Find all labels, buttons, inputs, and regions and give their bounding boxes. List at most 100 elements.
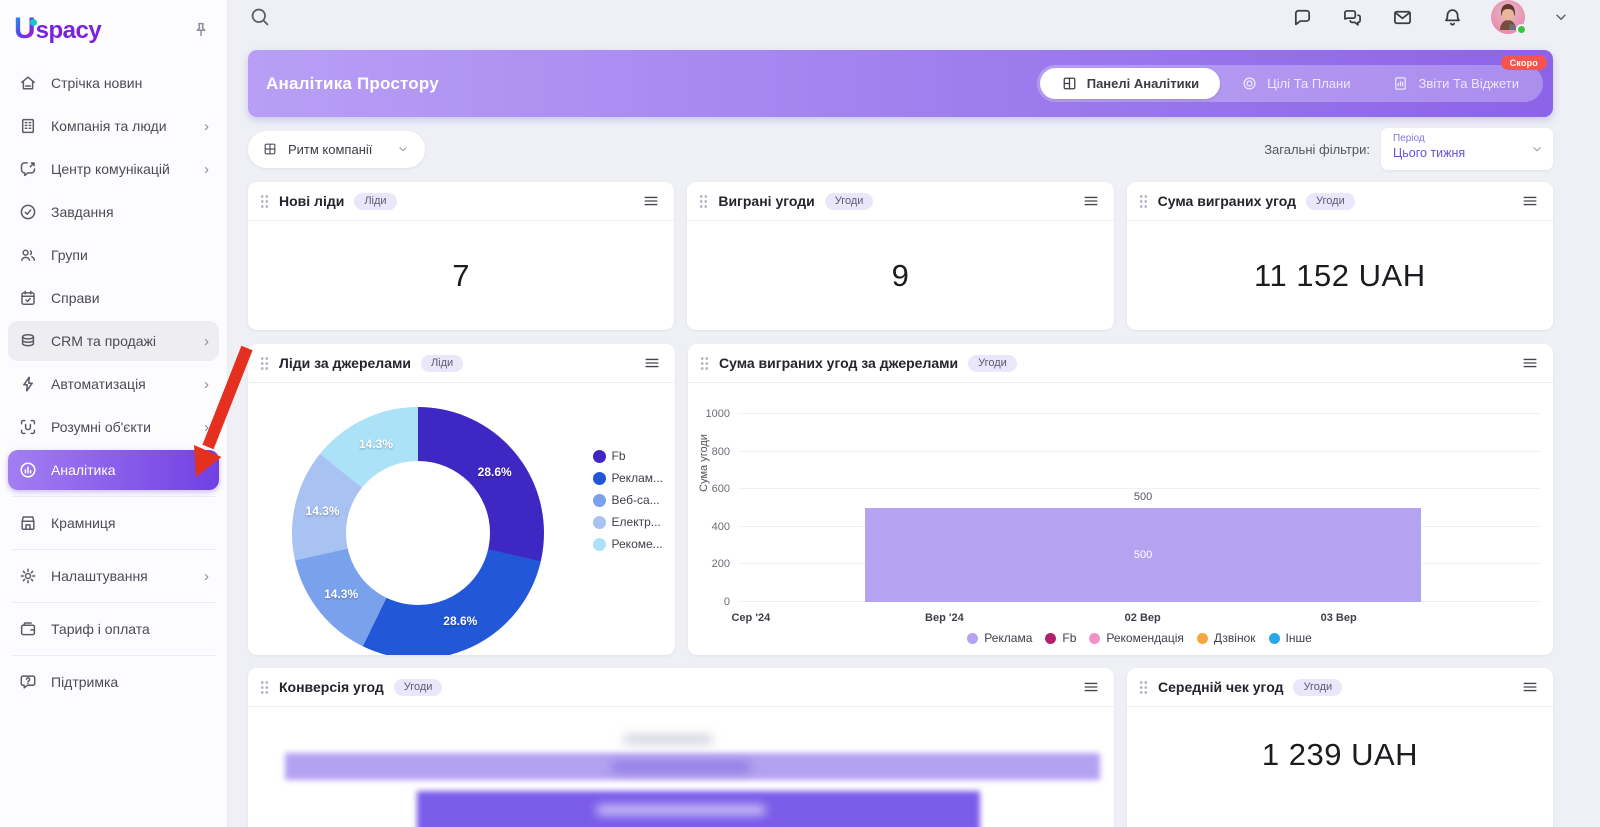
- card-menu-icon[interactable]: [1521, 354, 1539, 372]
- card-menu-icon[interactable]: [1521, 678, 1539, 696]
- legend-item[interactable]: Fb: [592, 449, 663, 463]
- sidebar-item-calendar-check[interactable]: Справи: [8, 278, 219, 318]
- x-tick-label: Сер '24: [731, 612, 771, 624]
- x-tick-label: 03 Вер: [1320, 612, 1357, 624]
- x-tick-label: Вер '24: [925, 612, 964, 624]
- bell-icon[interactable]: [1441, 6, 1464, 29]
- card-menu-icon[interactable]: [642, 192, 660, 210]
- drag-handle-icon[interactable]: [699, 194, 709, 208]
- legend-item[interactable]: Реклам...: [592, 471, 663, 485]
- sidebar-item-smart-objects[interactable]: Розумні об'єкти ›: [8, 407, 219, 447]
- drag-handle-icon[interactable]: [1138, 194, 1148, 208]
- legend-item[interactable]: Дзвінок: [1196, 631, 1256, 645]
- chevron-down-icon: [396, 142, 410, 156]
- home-icon: [18, 73, 38, 93]
- sidebar-item-comm[interactable]: Центр комунікацій ›: [8, 149, 219, 189]
- settings-icon: [18, 566, 38, 586]
- sidebar-divider: [12, 602, 215, 603]
- sidebar-item-billing[interactable]: Тариф і оплата: [8, 609, 219, 649]
- legend-dot: [592, 493, 606, 507]
- legend-item[interactable]: Електр...: [592, 515, 663, 529]
- soon-badge: Скоро: [1500, 55, 1547, 70]
- stats-row: Нові ліди Ліди 7 Виграні угоди Угоди 9: [248, 182, 1553, 330]
- legend-label: Fb: [611, 449, 626, 463]
- drag-handle-icon[interactable]: [260, 194, 269, 208]
- charts-row: Ліди за джерелами Ліди 28.6% 28.6% 14.3% 14…: [248, 344, 1553, 655]
- card-menu-icon[interactable]: [1521, 192, 1539, 210]
- sidebar-item-support[interactable]: Підтримка: [8, 662, 219, 702]
- chevron-right-icon: ›: [204, 332, 209, 350]
- card-menu-icon[interactable]: [1082, 192, 1100, 210]
- sidebar-divider: [12, 549, 215, 550]
- y-tick-label: 1000: [705, 408, 730, 420]
- drag-handle-icon[interactable]: [260, 356, 269, 370]
- chevron-down-icon[interactable]: [1552, 8, 1570, 26]
- mail-icon[interactable]: [1391, 6, 1414, 29]
- sidebar-item-analytics[interactable]: Аналітика: [8, 450, 219, 490]
- bottom-row: Конверсія угод Угоди Се: [248, 668, 1553, 827]
- gridline: [738, 450, 1541, 452]
- tab-panels[interactable]: Панелі Аналітики: [1039, 68, 1221, 99]
- sidebar-item-tasks[interactable]: Завдання: [8, 192, 219, 232]
- chats-icon[interactable]: [1341, 6, 1364, 29]
- chat-icon[interactable]: [1291, 6, 1314, 29]
- card-menu-icon[interactable]: [643, 354, 661, 372]
- card-title: Нові ліди: [279, 193, 345, 209]
- sidebar-item-home[interactable]: Стрічка новин: [8, 63, 219, 103]
- sidebar-nav: Стрічка новин Компанія та люди › Центр кому…: [0, 51, 227, 827]
- sidebar-item-label: Аналітика: [51, 462, 116, 478]
- card-title: Середній чек угод: [1158, 679, 1284, 695]
- drag-handle-icon[interactable]: [260, 680, 269, 694]
- legend-item[interactable]: Веб-са...: [592, 493, 663, 507]
- sidebar-item-label: Автоматизація: [51, 376, 146, 392]
- tab-target[interactable]: Цілі Та Плани: [1220, 68, 1371, 99]
- drag-handle-icon[interactable]: [1139, 680, 1148, 694]
- sidebar-item-automation[interactable]: Автоматизація ›: [8, 364, 219, 404]
- sidebar-item-settings[interactable]: Налаштування ›: [8, 556, 219, 596]
- sidebar-item-store[interactable]: Крамниця: [8, 503, 219, 543]
- bar-chart: 0 200 400 600 800 1000 Сума угоди Сер '24 Вер '2…: [688, 383, 1553, 655]
- dashboard-grid-icon: [262, 141, 278, 157]
- sidebar-item-label: Центр комунікацій: [51, 161, 170, 177]
- tab-label: Панелі Аналітики: [1086, 76, 1200, 91]
- sidebar-item-groups[interactable]: Групи: [8, 235, 219, 275]
- panels-icon: [1061, 75, 1078, 92]
- stat-value: 1 239 UAH: [1261, 737, 1419, 772]
- stat-value: 9: [891, 257, 910, 293]
- donut-slice-label: 14.3%: [305, 503, 340, 518]
- billing-icon: [18, 619, 38, 639]
- legend-item[interactable]: Рекомендація: [1089, 631, 1184, 645]
- store-icon: [18, 513, 38, 533]
- legend-item[interactable]: Реклама: [967, 631, 1032, 645]
- analytics-icon: [18, 460, 38, 480]
- drag-handle-icon[interactable]: [700, 356, 709, 370]
- sidebar-item-label: Стрічка новин: [51, 75, 143, 91]
- sidebar-item-label: Завдання: [51, 204, 114, 220]
- pin-sidebar-icon[interactable]: [191, 20, 211, 40]
- sidebar-item-building[interactable]: Компанія та люди ›: [8, 106, 219, 146]
- entity-badge: Угоди: [1306, 192, 1355, 210]
- chevron-right-icon: ›: [204, 567, 209, 585]
- bar-value-label: 500: [1133, 491, 1153, 503]
- card-menu-icon[interactable]: [1082, 678, 1100, 696]
- bar-inner-label: 500: [1133, 549, 1153, 561]
- tab-report[interactable]: Звіти Та Віджети: [1371, 68, 1540, 99]
- legend-item[interactable]: Інше: [1268, 631, 1312, 645]
- legend-item[interactable]: Fb: [1045, 631, 1076, 645]
- sidebar-item-crm[interactable]: CRM та продажі ›: [8, 321, 219, 361]
- topbar-icons: [1291, 0, 1570, 35]
- dashboard-selector[interactable]: Ритм компанії: [248, 130, 426, 168]
- donut-slice-label: 28.6%: [443, 614, 478, 629]
- period-select[interactable]: Період Цього тижня: [1381, 128, 1553, 170]
- smart-objects-icon: [18, 417, 38, 437]
- legend-item[interactable]: Рекоме...: [592, 537, 663, 551]
- analytics-banner: Аналітика Простору Панелі Аналітики Цілі …: [248, 50, 1553, 117]
- building-icon: [18, 116, 38, 136]
- chevron-right-icon: ›: [204, 375, 209, 393]
- legend-label: Дзвінок: [1213, 631, 1256, 645]
- search-icon[interactable]: [248, 5, 272, 29]
- bar-Реклама[interactable]: [864, 508, 1422, 602]
- avatar[interactable]: [1491, 0, 1527, 35]
